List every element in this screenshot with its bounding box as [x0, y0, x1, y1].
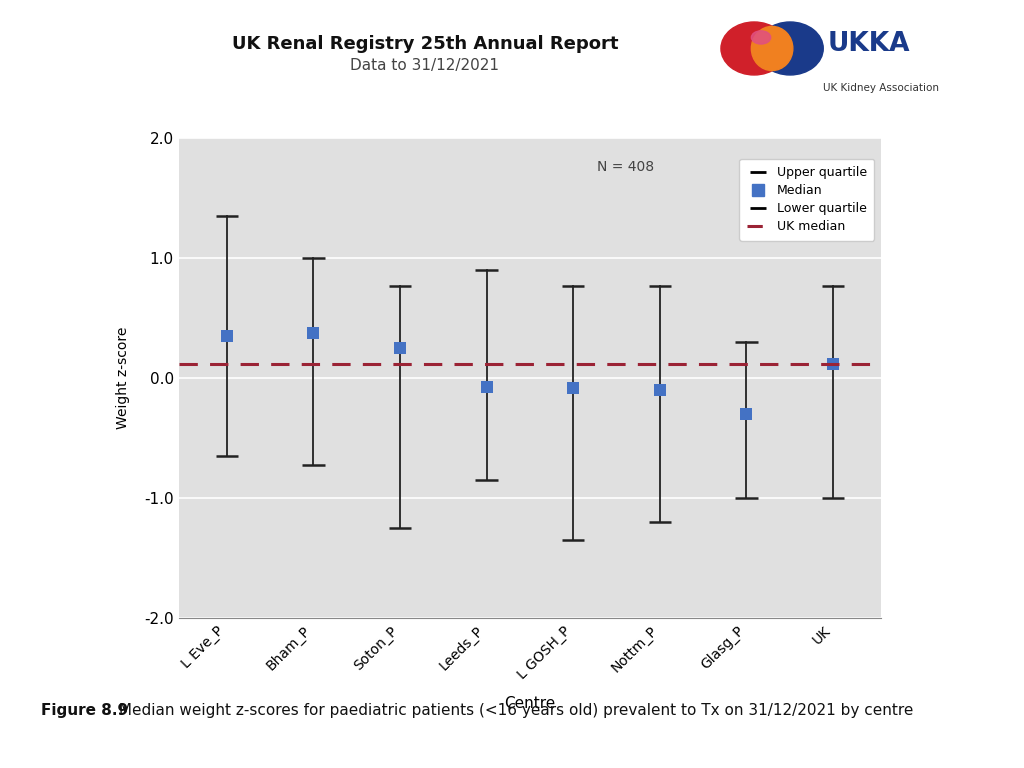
X-axis label: Centre: Centre — [504, 696, 556, 711]
Legend: Upper quartile, Median, Lower quartile, UK median: Upper quartile, Median, Lower quartile, … — [739, 159, 874, 241]
Text: N = 408: N = 408 — [597, 160, 653, 174]
Text: UK Renal Registry 25th Annual Report: UK Renal Registry 25th Annual Report — [231, 35, 618, 52]
Text: Median weight z-scores for paediatric patients (<16 years old) prevalent to Tx o: Median weight z-scores for paediatric pa… — [114, 703, 913, 718]
Text: UK Kidney Association: UK Kidney Association — [823, 83, 939, 93]
Text: Data to 31/12/2021: Data to 31/12/2021 — [350, 58, 500, 73]
Ellipse shape — [752, 31, 771, 44]
Text: UKKA: UKKA — [827, 31, 910, 57]
Ellipse shape — [757, 22, 823, 75]
Ellipse shape — [752, 26, 793, 71]
Ellipse shape — [721, 22, 787, 75]
Y-axis label: Weight z-score: Weight z-score — [116, 327, 130, 429]
Text: Figure 8.9: Figure 8.9 — [41, 703, 128, 718]
